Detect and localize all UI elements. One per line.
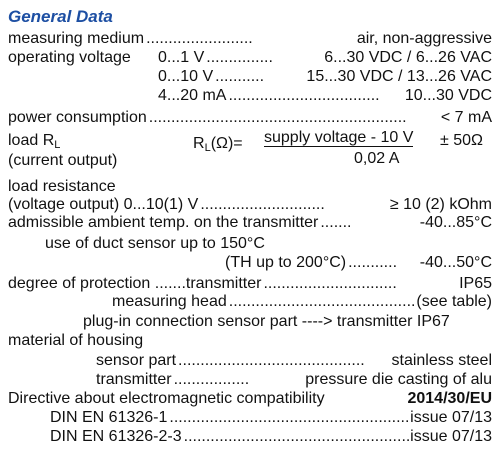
label: admissible ambient temp. on the transmit…: [8, 214, 319, 231]
subscript: L: [204, 142, 211, 154]
value: < 7 mA: [440, 109, 492, 126]
spec-row: Directive about electromagnetic compatib…: [8, 389, 492, 408]
label: sensor part: [96, 352, 177, 369]
spec-row: measuring head..........................…: [112, 292, 492, 311]
numerator: supply voltage - 10 V: [264, 129, 414, 147]
leader: ...........: [215, 68, 265, 85]
label: power consumption: [8, 109, 147, 126]
value: 10...30 VDC: [404, 87, 492, 104]
spec-row: power consumption.......................…: [8, 108, 492, 127]
spec-row: DIN EN 61326-1..........................…: [50, 408, 492, 427]
label: load resistance: [8, 178, 116, 195]
denominator: 0,02 A: [354, 150, 400, 167]
spec-row: 0...1 V............... 6...30 VDC / 6...2…: [158, 48, 492, 67]
value: (see table): [416, 293, 492, 310]
label: use of duct sensor up to 150°C: [45, 235, 265, 252]
value: issue 07/13: [410, 409, 492, 426]
leader: ........................................…: [169, 409, 410, 426]
value: ≥ 10 (2) kOhm: [389, 196, 492, 213]
spec-row: 4...20 mA...............................…: [158, 86, 492, 105]
value: -40...50°C: [419, 254, 492, 271]
formula-lhs: RL(Ω)=: [193, 134, 243, 154]
spec-row: 0...10 V........... 15...30 VDC / 13...26…: [158, 67, 492, 86]
spec-row: sensor part.............................…: [96, 351, 492, 370]
leader: ........................................…: [148, 109, 407, 126]
leader: ..................................: [228, 87, 380, 104]
label: measuring medium: [8, 30, 145, 47]
value: stainless steel: [391, 352, 493, 369]
label: 0...1 V: [158, 49, 205, 66]
value: 15...30 VDC / 13...26 VAC: [306, 68, 492, 85]
section-title: General Data: [8, 7, 113, 26]
value: IP65: [459, 275, 492, 292]
symbol-rest: (Ω)=: [210, 135, 243, 152]
value: air, non-aggressive: [356, 30, 492, 47]
subscript: L: [54, 139, 61, 151]
value: pressure die casting of alu: [305, 371, 492, 388]
leader: ............................: [200, 196, 325, 213]
label: DIN EN 61326-1: [50, 409, 168, 426]
leader: ........................................…: [183, 428, 411, 445]
label: (TH up to 200°C): [225, 254, 347, 271]
leader: ........................................…: [178, 352, 365, 369]
spec-row: transmitter................. pressure die…: [96, 370, 492, 389]
leader: ........................: [146, 30, 253, 47]
label: material of housing: [8, 332, 144, 349]
label: DIN EN 61326-2-3: [50, 428, 182, 445]
label-text: load R: [8, 132, 55, 149]
note: (current output): [8, 152, 118, 169]
leader: ..............................: [263, 275, 397, 292]
leader: ...........: [348, 254, 398, 271]
value: 2014/30/EU: [407, 390, 492, 407]
leader: .................: [173, 371, 250, 388]
spec-row: (voltage output) 0...10(1) V............…: [8, 195, 492, 214]
spec-row: admissible ambient temp. on the transmit…: [8, 213, 492, 232]
leader: ........................................…: [228, 293, 416, 310]
leader: .......: [320, 214, 352, 231]
value: 6...30 VDC / 6...26 VAC: [324, 49, 492, 66]
value: -40...85°C: [419, 214, 492, 231]
spec-row: (TH up to 200°C)........... -40...50°C: [225, 253, 492, 272]
label: 4...20 mA: [158, 87, 227, 104]
label: plug-in connection sensor part ----> tra…: [83, 313, 450, 330]
label: transmitter: [96, 371, 172, 388]
label: Directive about electromagnetic compatib…: [8, 390, 325, 407]
label: measuring head: [112, 293, 227, 310]
label: 0...10 V: [158, 68, 214, 85]
value: issue 07/13: [410, 428, 492, 445]
spec-row: measuring medium........................…: [8, 29, 492, 48]
spec-row: degree of protection .......transmitter.…: [8, 274, 492, 293]
label: (voltage output) 0...10(1) V: [8, 196, 199, 213]
label: load RL: [8, 131, 61, 151]
symbol: R: [193, 135, 205, 152]
tolerance: ± 50Ω: [440, 132, 483, 149]
leader: ...............: [206, 49, 273, 66]
spec-row: DIN EN 61326-2-3........................…: [50, 427, 492, 446]
label: degree of protection .......transmitter: [8, 275, 262, 292]
label: operating voltage: [8, 49, 131, 66]
